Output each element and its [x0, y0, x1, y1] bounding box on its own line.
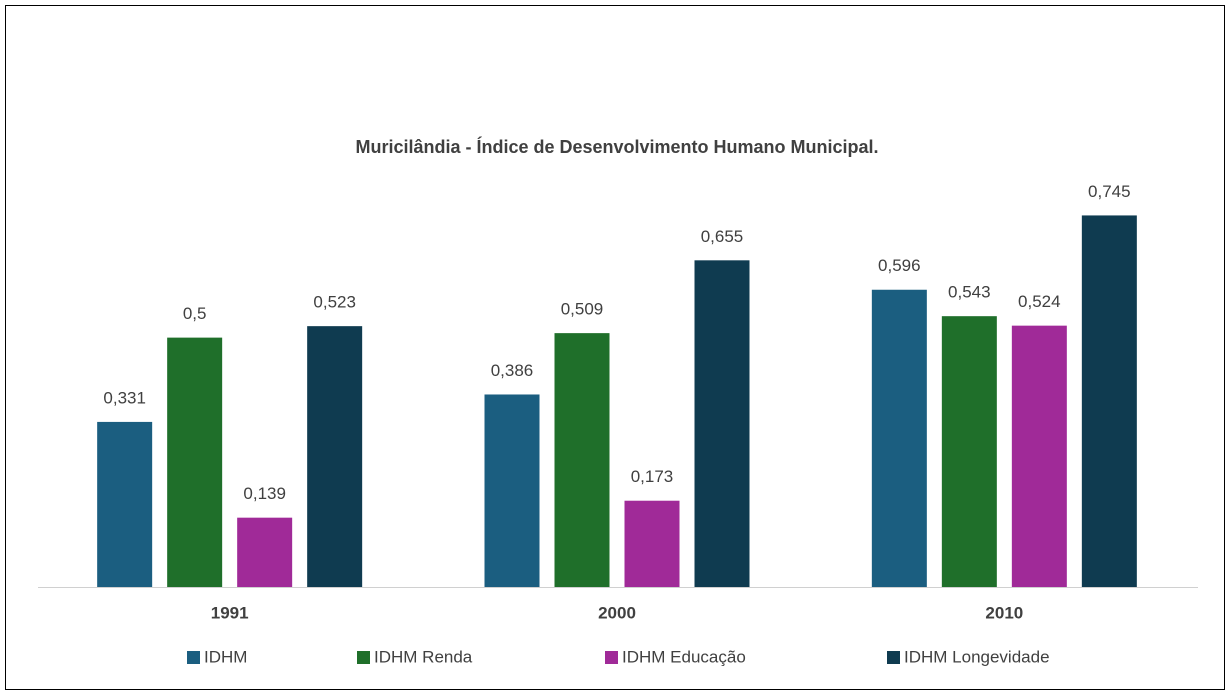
legend-label: IDHM Longevidade: [904, 647, 1050, 666]
data-label: 0,543: [948, 283, 991, 302]
data-label: 0,596: [878, 256, 921, 275]
bar: [307, 326, 363, 587]
legend-swatch: [605, 651, 618, 664]
x-tick-label: 2000: [598, 603, 636, 622]
bar: [97, 421, 153, 587]
bar: [167, 337, 223, 587]
legend-label: IDHM Renda: [374, 647, 473, 666]
legend-label: IDHM: [204, 647, 247, 666]
data-label: 0,139: [243, 484, 286, 503]
legend-label: IDHM Educação: [622, 647, 746, 666]
bar: [624, 500, 680, 587]
bar: [871, 289, 927, 587]
data-label: 0,524: [1018, 292, 1061, 311]
x-tick-label: 2010: [985, 603, 1023, 622]
data-label: 0,509: [561, 300, 604, 319]
bar: [554, 333, 610, 587]
bar: [694, 260, 750, 587]
x-tick-label: 1991: [211, 603, 249, 622]
data-label: 0,5: [183, 304, 207, 323]
data-label: 0,386: [491, 361, 534, 380]
data-label: 0,745: [1088, 182, 1131, 201]
legend-swatch: [187, 651, 200, 664]
data-label: 0,523: [313, 293, 356, 312]
chart-title: Muricilândia - Índice de Desenvolvimento…: [355, 136, 878, 157]
bar: [941, 316, 997, 587]
legend-swatch: [887, 651, 900, 664]
data-label: 0,331: [103, 388, 146, 407]
bar: [237, 517, 293, 587]
data-label: 0,173: [631, 467, 674, 486]
bar: [1081, 215, 1137, 587]
legend-swatch: [357, 651, 370, 664]
bar: [1011, 325, 1067, 587]
bar: [484, 394, 540, 587]
data-label: 0,655: [701, 227, 744, 246]
